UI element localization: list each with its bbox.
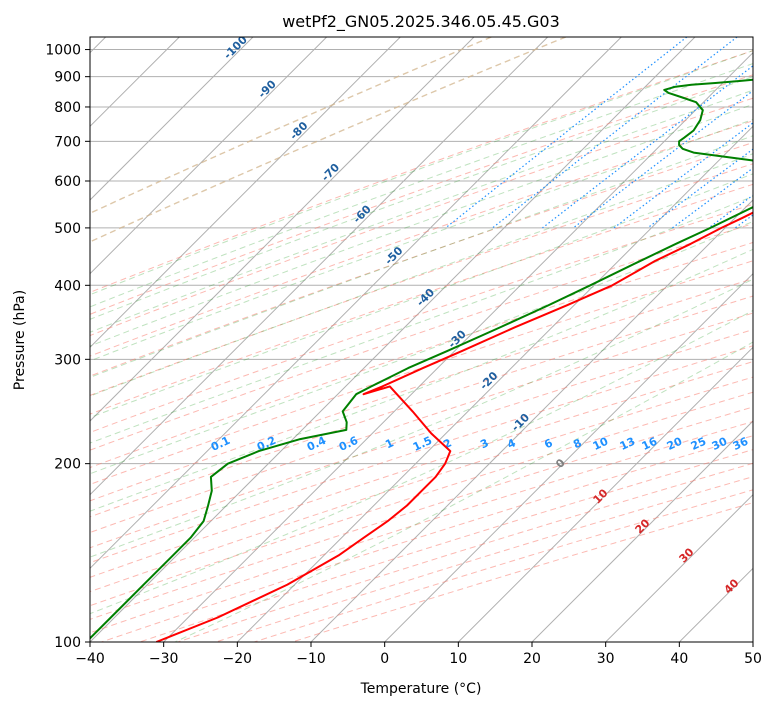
sounding-lines	[90, 78, 753, 642]
dry-adiabat	[90, 97, 753, 337]
y-tick-label: 1000	[45, 43, 81, 59]
dry-adiabat	[90, 74, 753, 315]
x-tick-label: −30	[149, 651, 179, 667]
moist-adiabat	[90, 118, 753, 362]
dry-adiabat	[90, 278, 753, 502]
moist-adiabat	[90, 63, 753, 308]
isotherm-gridline	[90, 37, 696, 642]
isotherm-gridline	[90, 37, 254, 201]
moist-adiabat	[90, 195, 753, 444]
moist-adiabat	[90, 153, 753, 397]
dry-adiabat	[90, 329, 753, 549]
mixing-ratio-label: 30	[710, 435, 730, 453]
isotherm-gridline	[236, 125, 753, 642]
dry-adiabat	[90, 163, 753, 396]
moist-adiabat	[90, 278, 753, 558]
isotherm-gridline	[90, 37, 622, 570]
x-tick-label: 10	[449, 651, 467, 667]
mixing-ratio-label: 25	[689, 435, 708, 453]
isotherm-gridline	[90, 37, 328, 275]
background-lines	[90, 37, 753, 642]
dry-adiabat	[90, 142, 753, 377]
dry-adiabat	[90, 391, 753, 607]
mixing-ratio-line	[572, 89, 753, 229]
mixing-ratio-label: 16	[640, 435, 660, 453]
isotherm-gridline	[90, 37, 475, 422]
dry-adiabat	[90, 50, 753, 293]
isotherm-gridline	[90, 37, 549, 496]
isotherm-gridline	[605, 493, 753, 642]
reference-adiabat	[90, 37, 567, 243]
y-tick-label: 500	[54, 221, 81, 237]
mixing-ratio-label: 36	[731, 435, 751, 453]
mixing-ratio-line	[492, 37, 738, 229]
plot-frame	[89, 36, 754, 643]
dry-adiabat	[90, 312, 753, 534]
mixing-ratio-line	[672, 167, 753, 229]
y-tick-label: 700	[54, 134, 81, 150]
y-axis-label: Pressure (hPa)	[12, 290, 28, 390]
x-tick-label: 20	[523, 651, 541, 667]
mixing-ratio-label: 10	[591, 435, 611, 453]
y-tick-label: 800	[54, 100, 81, 116]
y-tick-label: 100	[54, 635, 81, 651]
x-tick-label: −40	[75, 651, 105, 667]
moist-adiabat	[90, 89, 753, 333]
y-tick-label: 200	[54, 457, 81, 473]
x-tick-label: 30	[597, 651, 615, 667]
y-tick-label: 900	[54, 70, 81, 86]
x-tick-label: −20	[223, 651, 253, 667]
isotherm-gridline	[163, 51, 753, 642]
temperature-profile-line	[155, 211, 753, 642]
isotherm-gridline	[310, 199, 753, 642]
isotherm-gridline	[384, 272, 753, 642]
x-tick-label: 0	[380, 651, 389, 667]
mixing-ratio-label: 20	[665, 435, 685, 453]
moist-adiabat	[90, 173, 753, 419]
x-axis-label: Temperature (°C)	[360, 681, 482, 697]
y-axis: 100 200 300 400 500 600 700 800 900 1000	[45, 43, 90, 651]
dry-adiabat	[90, 260, 753, 485]
y-tick-label: 400	[54, 278, 81, 294]
isotherm-gridline	[90, 37, 401, 349]
x-tick-label: 50	[744, 651, 762, 667]
dry-adiabat	[90, 120, 753, 357]
x-tick-label: −10	[296, 651, 326, 667]
dry-adiabat	[90, 223, 753, 451]
mixing-ratio-label: 13	[618, 435, 637, 453]
dry-adiabat	[90, 361, 753, 578]
mixing-ratio-line	[542, 65, 753, 229]
isotherm-gridline	[457, 346, 753, 642]
moist-adiabat	[90, 76, 753, 320]
chart-title: wetPf2_GN05.2025.346.05.45.G03	[282, 12, 560, 32]
dry-adiabat	[90, 183, 753, 415]
dewpoint-profile-line	[90, 78, 753, 640]
isotherm-gridline	[531, 420, 753, 642]
x-tick-label: 40	[670, 651, 688, 667]
y-tick-label: 600	[54, 174, 81, 190]
y-tick-label: 300	[54, 352, 81, 368]
moist-adiabat	[90, 50, 753, 296]
x-axis: −40 −30 −20 −10 0 10 20 30 40 50	[75, 642, 762, 667]
